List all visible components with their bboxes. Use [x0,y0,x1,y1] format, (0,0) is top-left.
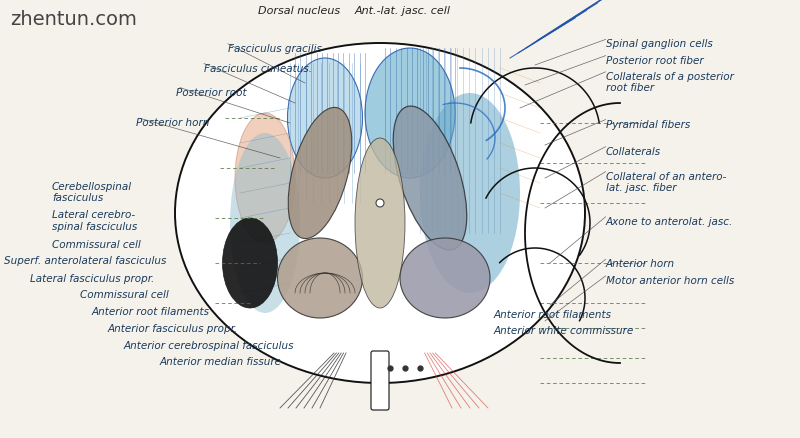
Ellipse shape [222,218,278,308]
Ellipse shape [400,238,490,318]
Text: Anterior median fissure: Anterior median fissure [160,357,282,367]
Ellipse shape [230,133,300,313]
Ellipse shape [278,238,362,318]
Text: Commissural cell: Commissural cell [80,290,169,300]
Text: Fasciculus cuneatus.: Fasciculus cuneatus. [204,64,312,74]
Text: Anterior root filaments: Anterior root filaments [494,310,612,320]
Text: Anterior white commissure: Anterior white commissure [494,326,634,336]
Text: Posterior root: Posterior root [176,88,246,98]
Ellipse shape [376,199,384,207]
Ellipse shape [420,93,520,293]
Ellipse shape [355,138,405,308]
Text: Posterior root fiber: Posterior root fiber [606,56,703,66]
Ellipse shape [288,107,352,239]
Ellipse shape [365,48,455,178]
Text: Commissural cell: Commissural cell [52,240,141,250]
Ellipse shape [235,113,295,243]
Ellipse shape [394,106,466,250]
Text: Superf. anterolateral fasciculus: Superf. anterolateral fasciculus [4,256,166,266]
Text: Anterior root filaments: Anterior root filaments [92,307,210,318]
FancyBboxPatch shape [371,351,389,410]
Text: Posterior horn: Posterior horn [136,118,210,128]
Text: Anterior horn: Anterior horn [606,259,674,269]
Text: Collaterals: Collaterals [606,147,661,157]
Text: zhentun.com: zhentun.com [10,10,137,29]
Ellipse shape [287,58,362,178]
Text: Motor anterior horn cells: Motor anterior horn cells [606,276,734,286]
Ellipse shape [175,43,585,383]
Text: Collateral of an antero-
lat. jasc. fiber: Collateral of an antero- lat. jasc. fibe… [606,172,726,193]
Text: Ant.-lat. jasc. cell: Ant.-lat. jasc. cell [355,6,451,16]
Text: Anterior cerebrospinal fasciculus: Anterior cerebrospinal fasciculus [124,341,294,351]
Text: Cerebellospinal
fasciculus: Cerebellospinal fasciculus [52,182,132,203]
Text: Lateral cerebro-
spinal fasciculus: Lateral cerebro- spinal fasciculus [52,210,138,232]
Text: Anterior fasciculus propr.: Anterior fasciculus propr. [108,324,238,334]
Text: Collaterals of a posterior
root fiber: Collaterals of a posterior root fiber [606,72,734,93]
Text: Lateral fasciculus propr.: Lateral fasciculus propr. [30,274,154,284]
Text: Pyramidal fibers: Pyramidal fibers [606,120,690,130]
Text: Fasciculus gracilis: Fasciculus gracilis [228,44,322,54]
Text: Dorsal nucleus: Dorsal nucleus [258,6,340,16]
Text: Spinal ganglion cells: Spinal ganglion cells [606,39,712,49]
Text: Axone to anterolat. jasc.: Axone to anterolat. jasc. [606,217,733,227]
